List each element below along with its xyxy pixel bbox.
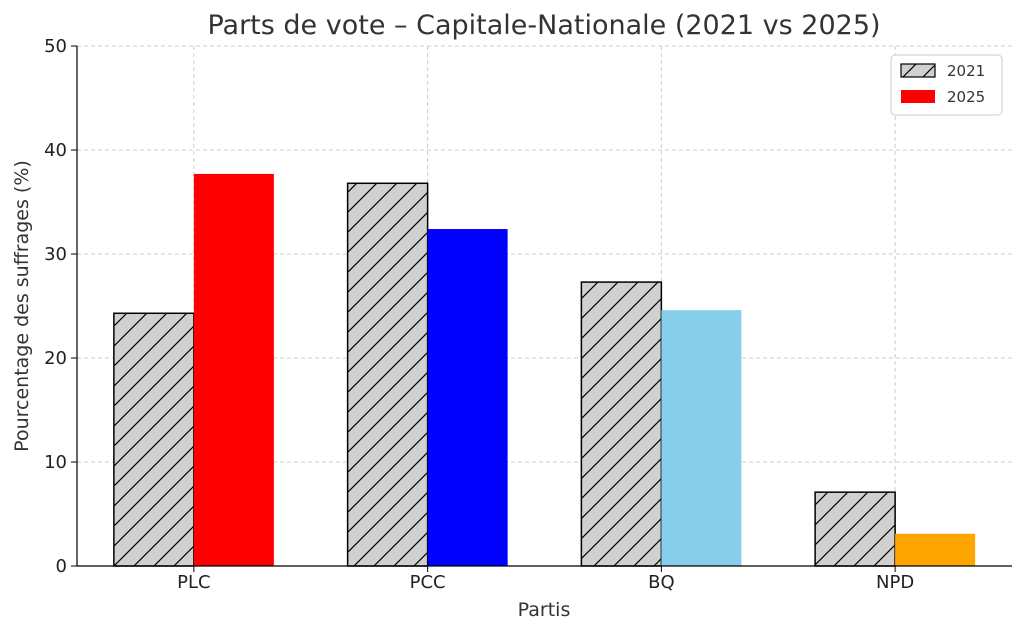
y-axis-label: Pourcentage des suffrages (%): [11, 160, 33, 452]
legend: 2021 2025: [890, 54, 1003, 116]
y-tick-label: 0: [56, 556, 67, 577]
x-tick-label: PLC: [177, 572, 210, 593]
legend-label-2021: 2021: [947, 62, 985, 80]
x-tick-label: BQ: [648, 572, 675, 593]
bar-2025-PCC: [427, 229, 508, 567]
bar-2025-NPD: [895, 533, 976, 566]
bar-2021-BQ: [580, 281, 663, 567]
legend-swatch-2021: [900, 63, 936, 78]
y-tick-label: 10: [44, 452, 67, 473]
y-tick-label: 20: [44, 348, 67, 369]
bar-2021-PCC: [346, 182, 429, 567]
y-tick-label: 50: [44, 36, 67, 57]
bar-2021-PLC: [113, 312, 195, 567]
x-tick-label: PCC: [410, 572, 446, 593]
bars: [113, 173, 976, 567]
bar-2025-PLC: [193, 173, 274, 567]
bar-2021-NPD: [814, 491, 896, 567]
x-tick-label: NPD: [876, 572, 914, 593]
y-tick-label: 40: [44, 140, 67, 161]
legend-swatch-2025: [901, 90, 935, 103]
x-axis-label: Partis: [518, 599, 571, 621]
axes: 0 10 20 30 40 50 PLC PCC BQ NPD: [44, 36, 1012, 593]
bar-2025-BQ: [661, 310, 742, 566]
y-tick-label: 30: [44, 244, 67, 265]
legend-label-2025: 2025: [947, 88, 985, 106]
chart-title: Parts de vote – Capitale-Nationale (2021…: [207, 10, 880, 41]
